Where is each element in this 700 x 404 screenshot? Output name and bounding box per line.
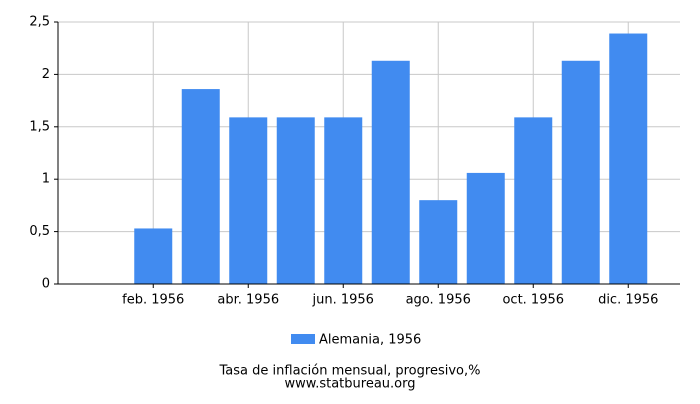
y-tick-label: 0,5 bbox=[29, 224, 50, 239]
bar bbox=[276, 117, 315, 284]
bar bbox=[609, 33, 648, 284]
bar bbox=[419, 200, 458, 284]
y-tick-label: 0 bbox=[42, 277, 50, 292]
x-tick-label: dic. 1956 bbox=[598, 293, 658, 308]
chart-subtitle: www.statbureau.org bbox=[285, 377, 416, 392]
x-tick-label: abr. 1956 bbox=[217, 293, 279, 308]
x-tick-label: feb. 1956 bbox=[122, 293, 184, 308]
y-tick-label: 2,5 bbox=[29, 15, 50, 30]
y-tick-label: 1,5 bbox=[29, 119, 50, 134]
bar bbox=[466, 172, 505, 284]
x-tick-label: jun. 1956 bbox=[312, 293, 374, 308]
y-tick-label: 2 bbox=[42, 67, 50, 82]
x-tick-label: oct. 1956 bbox=[502, 293, 564, 308]
bar bbox=[324, 117, 363, 284]
x-tick-label: ago. 1956 bbox=[406, 293, 471, 308]
legend-swatch bbox=[291, 334, 315, 344]
chart-title: Tasa de inflación mensual, progresivo,% bbox=[219, 364, 481, 379]
bar bbox=[181, 89, 220, 285]
bar bbox=[561, 60, 600, 284]
bar bbox=[229, 117, 268, 284]
bar bbox=[371, 60, 410, 284]
bar bbox=[134, 228, 173, 284]
bar bbox=[514, 117, 553, 284]
legend-label: Alemania, 1956 bbox=[319, 333, 421, 348]
y-tick-label: 1 bbox=[42, 172, 50, 187]
